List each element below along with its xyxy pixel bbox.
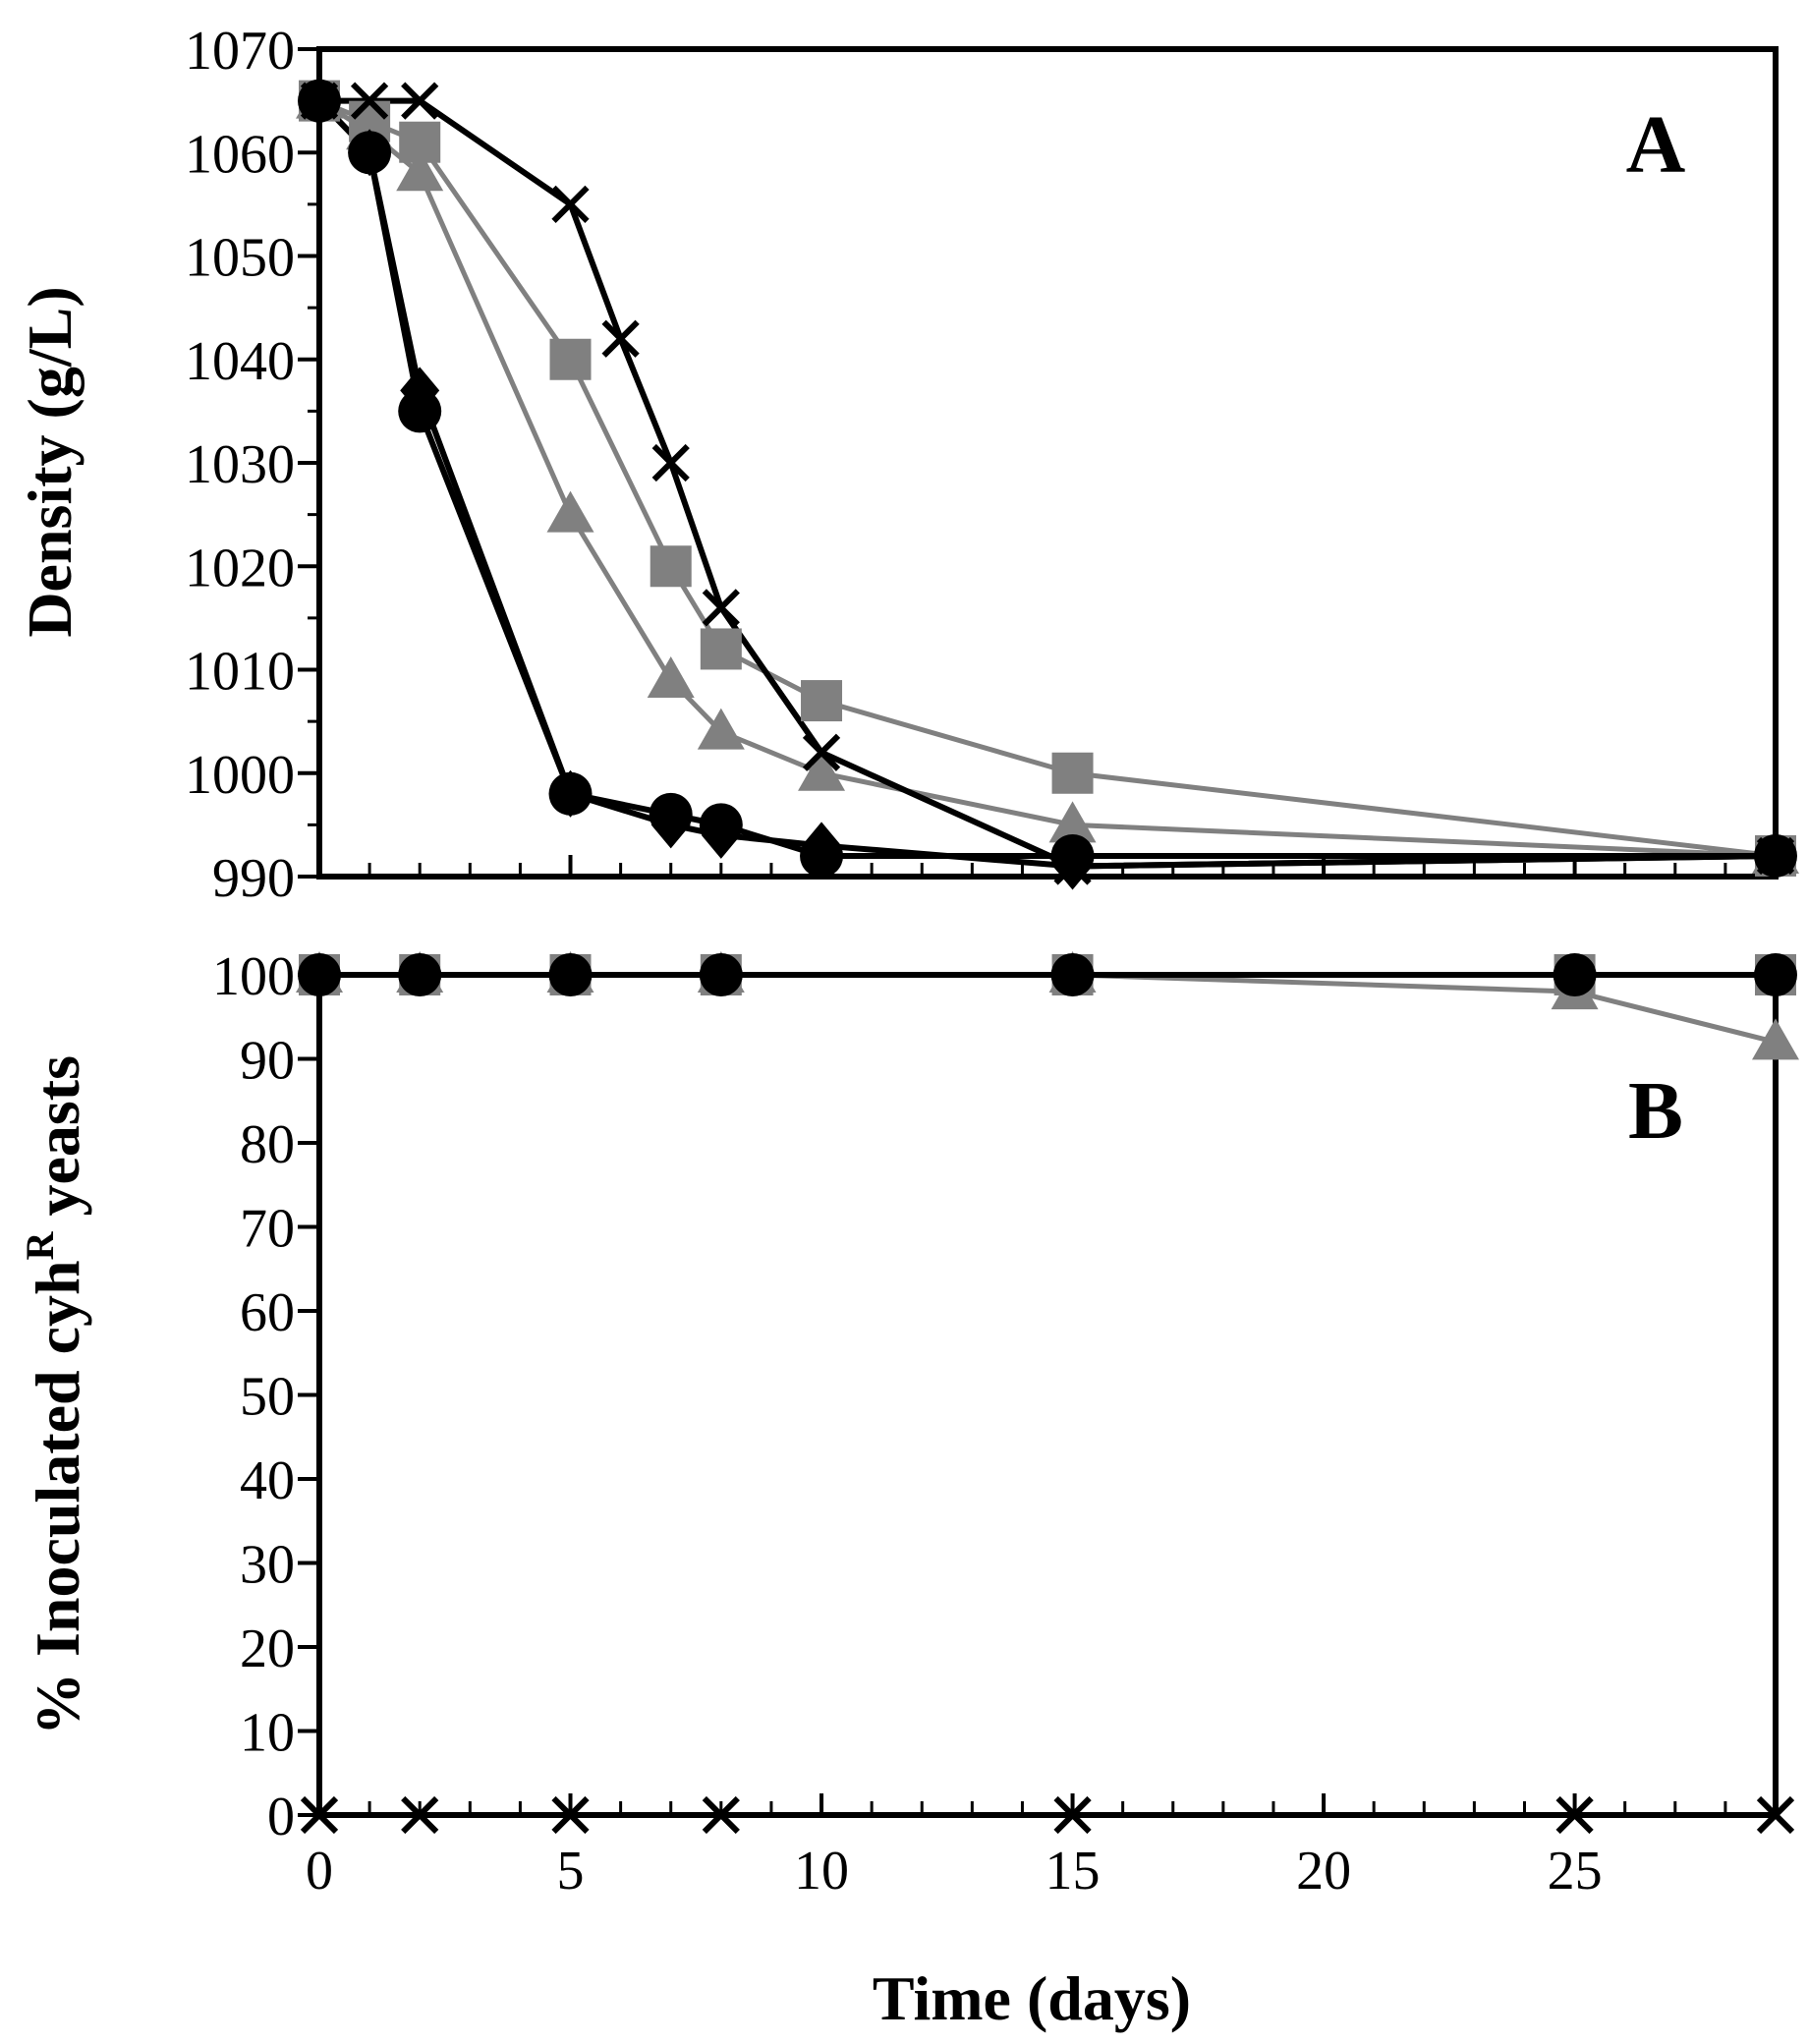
series-line-cross <box>319 97 1777 870</box>
y-tick-label: 1020 <box>185 538 295 598</box>
data-point-triangle <box>697 708 745 750</box>
y-tick-label: 1000 <box>185 745 295 806</box>
y-tick-label: 1040 <box>185 331 295 392</box>
data-point-cross <box>802 733 841 771</box>
y-tick-label: 60 <box>240 1282 295 1343</box>
data-point-circle <box>1553 953 1597 996</box>
x-tick-label: 10 <box>794 1841 849 1902</box>
data-point-cross <box>702 589 740 627</box>
y-tick-label: 30 <box>240 1535 295 1596</box>
data-point-circle <box>1050 953 1095 996</box>
panel-a-plot-area <box>296 77 1799 890</box>
panel-a-y-ticks: 990 1000 1010 1020 1030 1040 1050 1060 1070 <box>185 21 319 909</box>
data-point-cross <box>551 185 590 223</box>
panel-b-y-ticks: 0 10 20 30 40 50 60 70 80 90 100 <box>212 946 319 1847</box>
y-tick-label: 50 <box>240 1367 295 1428</box>
y-tick-label: 1010 <box>185 642 295 703</box>
data-point-circle <box>649 792 693 836</box>
x-axis-title: Time (days) <box>873 1963 1191 2033</box>
y-tick-label: 1060 <box>185 124 295 185</box>
data-point-circle <box>548 953 593 996</box>
panel-a-y-axis-title: Density (g/L) <box>15 286 85 637</box>
data-point-circle <box>348 131 392 175</box>
panel-b-letter: B <box>1628 1065 1683 1157</box>
x-tick-label: 5 <box>557 1841 585 1902</box>
data-point-triangle <box>1752 1018 1799 1060</box>
y-tick-label: 10 <box>240 1703 295 1764</box>
panel-a-letter: A <box>1626 99 1686 191</box>
data-point-triangle <box>1048 801 1097 843</box>
data-point-circle <box>298 953 341 996</box>
panel-b-y-axis-title-sup: R <box>18 1230 62 1260</box>
y-tick-label: 1070 <box>185 21 295 82</box>
data-point-square <box>801 680 843 722</box>
data-point-cross <box>651 443 690 483</box>
data-point-cross <box>300 1795 339 1835</box>
panel-a-frame <box>316 46 1779 880</box>
data-point-cross <box>601 319 640 358</box>
y-tick-label: 70 <box>240 1199 295 1260</box>
panel-b-y-axis-title-tail: yeasts <box>23 1055 92 1232</box>
panel-b-y-axis-title-main: % Inoculated cyh <box>23 1260 92 1735</box>
panel-b-y-axis-title: % Inoculated cyhR yeasts <box>18 1055 92 1735</box>
data-point-square <box>1051 752 1094 794</box>
y-tick-label: 20 <box>240 1618 295 1679</box>
data-point-cross <box>1756 1795 1795 1835</box>
data-point-cross <box>1555 1795 1594 1835</box>
data-point-square <box>650 545 692 588</box>
y-tick-label: 90 <box>240 1031 295 1092</box>
data-point-circle <box>800 833 844 878</box>
y-tick-label: 0 <box>267 1787 295 1847</box>
data-point-triangle <box>798 749 846 791</box>
x-tick-label: 20 <box>1296 1841 1351 1902</box>
series-line-circle <box>316 98 1776 859</box>
data-point-cross <box>401 1795 439 1835</box>
data-point-circle <box>1050 833 1095 878</box>
data-point-circle <box>1754 953 1797 996</box>
series-line-diamond <box>316 98 1777 870</box>
panel-b-frame <box>316 972 1779 1818</box>
data-point-triangle <box>396 149 444 192</box>
y-tick-label: 80 <box>240 1114 295 1175</box>
series-line-square <box>318 98 1777 859</box>
y-tick-label: 40 <box>240 1450 295 1511</box>
data-point-circle <box>548 771 593 816</box>
data-point-circle <box>699 803 743 847</box>
data-point-circle <box>398 389 442 433</box>
data-point-circle <box>1754 833 1797 878</box>
data-point-square <box>700 628 742 670</box>
data-point-square <box>549 338 592 380</box>
data-point-circle <box>298 79 341 123</box>
panel-b-x-ticks: 0 5 10 15 20 25 <box>306 1793 1778 1902</box>
x-tick-label: 15 <box>1045 1841 1101 1902</box>
data-point-cross <box>702 1795 740 1835</box>
data-point-triangle <box>546 490 594 533</box>
x-tick-label: 0 <box>306 1841 333 1902</box>
data-point-cross <box>350 82 389 120</box>
data-point-cross <box>551 1795 590 1835</box>
y-tick-label: 1030 <box>185 434 295 495</box>
series-line-triangle <box>317 98 1777 859</box>
x-tick-label: 25 <box>1548 1841 1603 1902</box>
y-tick-label: 100 <box>212 946 295 1007</box>
data-point-cross <box>1053 1795 1092 1835</box>
data-point-triangle <box>647 656 695 699</box>
y-tick-label: 990 <box>212 848 295 909</box>
data-point-circle <box>398 953 442 996</box>
y-tick-label: 1050 <box>185 228 295 289</box>
panel-b-plot-area <box>296 951 1799 1835</box>
data-point-circle <box>699 953 743 996</box>
data-point-cross <box>401 82 439 120</box>
